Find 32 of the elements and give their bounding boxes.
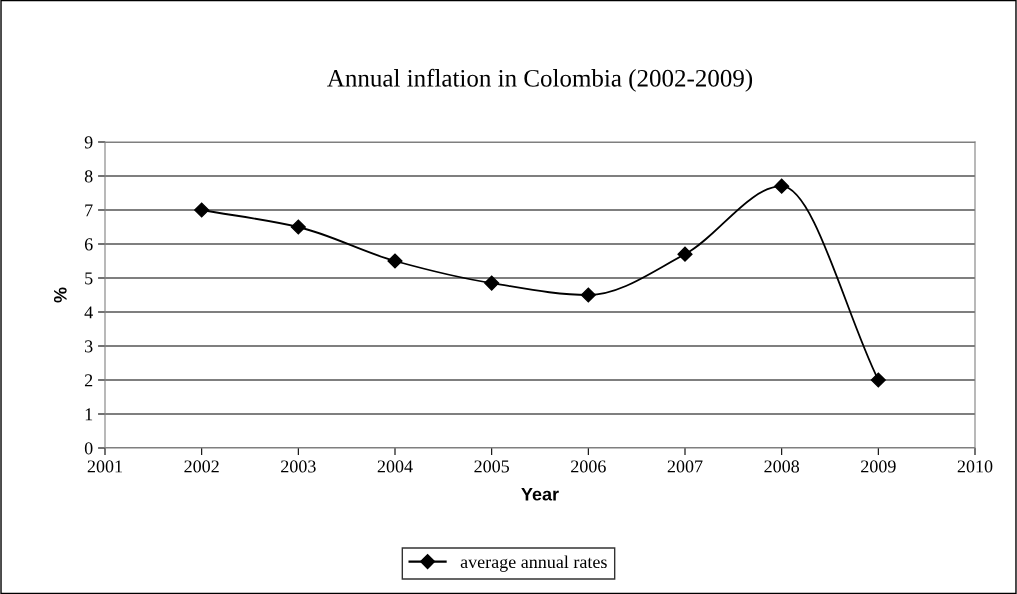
y-axis-title: %	[53, 287, 67, 303]
x-tick-label: 2010	[957, 460, 993, 473]
y-tick-label: 4	[84, 306, 93, 319]
y-tick-label: 8	[84, 170, 93, 183]
x-tick-label: 2002	[184, 460, 219, 473]
x-tick-label: 2004	[377, 460, 413, 473]
x-tick-label: 2005	[474, 460, 510, 473]
y-tick-label: 3	[85, 340, 93, 353]
point	[387, 253, 403, 269]
point	[484, 275, 500, 291]
y-tick-label: 0	[84, 442, 93, 455]
legend-label: average annual rates	[460, 555, 607, 572]
x-tick-label: 2003	[281, 460, 316, 473]
point	[290, 219, 306, 235]
y-tick-label: 6	[84, 238, 93, 251]
point	[677, 246, 693, 262]
x-tick-label: 2007	[667, 460, 703, 473]
y-tick-label: 1	[85, 408, 93, 421]
x-tick-label: 2008	[764, 460, 800, 473]
point	[774, 178, 790, 194]
x-tick-label: 2006	[571, 460, 606, 473]
x-tick-label: 2001	[87, 460, 122, 473]
y-tick-label: 7	[85, 204, 93, 217]
y-tick-label: 5	[85, 272, 93, 285]
chart-title: Annual inflation in Colombia (2002-2009)	[327, 68, 753, 92]
point	[194, 202, 210, 218]
y-tick-label: 9	[84, 136, 93, 149]
point	[580, 287, 596, 303]
point	[870, 372, 886, 388]
x-tick-label: 2009	[861, 460, 896, 473]
y-tick-label: 2	[84, 374, 93, 387]
x-axis-title: Year	[521, 487, 559, 501]
